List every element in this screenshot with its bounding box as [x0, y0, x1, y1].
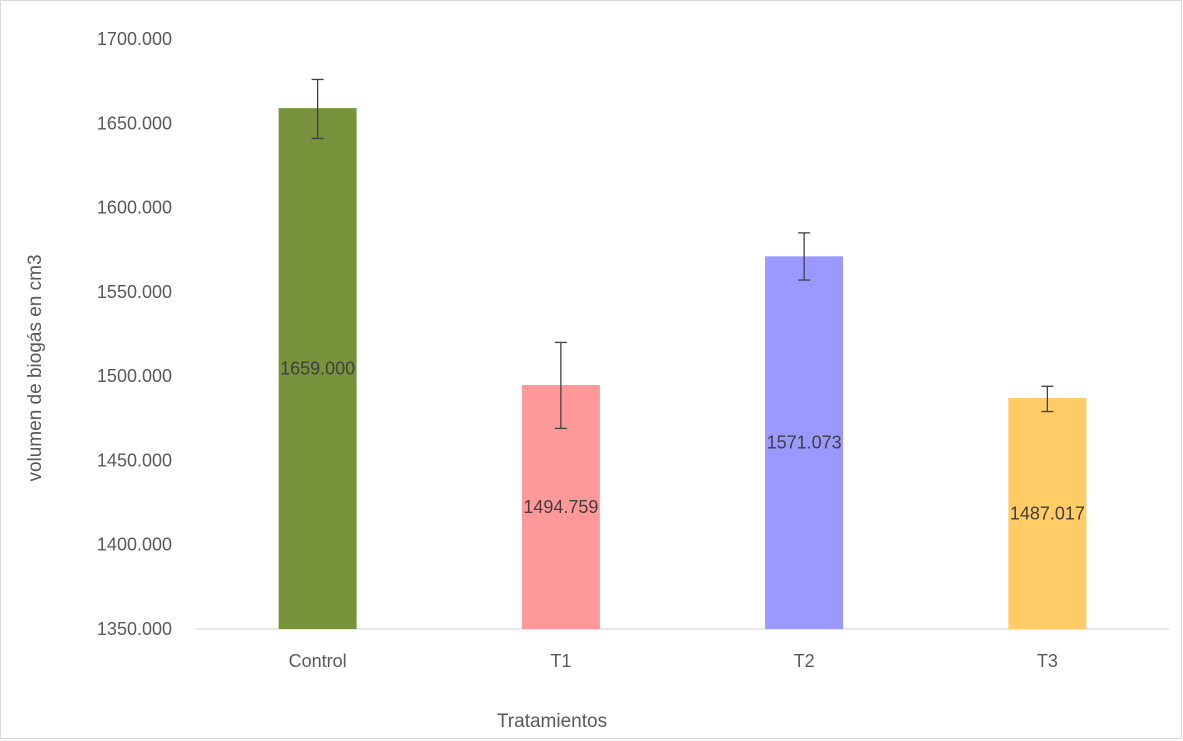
data-labels: 1659.000 1494.759 1571.073 1487.017 — [280, 359, 1085, 524]
y-tick-label: 1700.000 — [97, 29, 172, 49]
data-label-t2: 1571.073 — [767, 433, 842, 453]
y-tick-label: 1400.000 — [97, 535, 172, 555]
error-bar-t2 — [798, 232, 811, 281]
data-label-t1: 1494.759 — [523, 497, 598, 517]
x-tick-label: Control — [289, 651, 347, 671]
bar-t3 — [1008, 398, 1087, 629]
bar-t2 — [765, 256, 844, 629]
x-axis-title: Tratamientos — [497, 711, 607, 732]
error-bar-t1 — [554, 341, 567, 430]
x-axis-ticks: Control T1 T2 T3 — [289, 651, 1058, 671]
bars — [278, 108, 1087, 630]
y-axis-title: volumen de biogás en cm3 — [25, 254, 46, 481]
error-bar-control — [311, 78, 324, 140]
y-tick-label: 1500.000 — [97, 366, 172, 386]
error-bar-t3 — [1041, 385, 1054, 413]
error-bars — [311, 78, 1054, 430]
y-tick-label: 1550.000 — [97, 282, 172, 302]
x-tick-label: T3 — [1037, 651, 1058, 671]
y-tick-label: 1600.000 — [97, 198, 172, 218]
data-label-control: 1659.000 — [280, 359, 355, 379]
x-tick-label: T1 — [550, 651, 571, 671]
data-label-t3: 1487.017 — [1010, 504, 1085, 524]
y-tick-label: 1450.000 — [97, 450, 172, 470]
y-axis-ticks: 1350.000 1400.000 1450.000 1500.000 1550.000… — [97, 29, 172, 639]
y-tick-label: 1350.000 — [97, 619, 172, 639]
y-tick-label: 1650.000 — [97, 113, 172, 133]
bar-control — [278, 108, 357, 630]
x-tick-label: T2 — [794, 651, 815, 671]
